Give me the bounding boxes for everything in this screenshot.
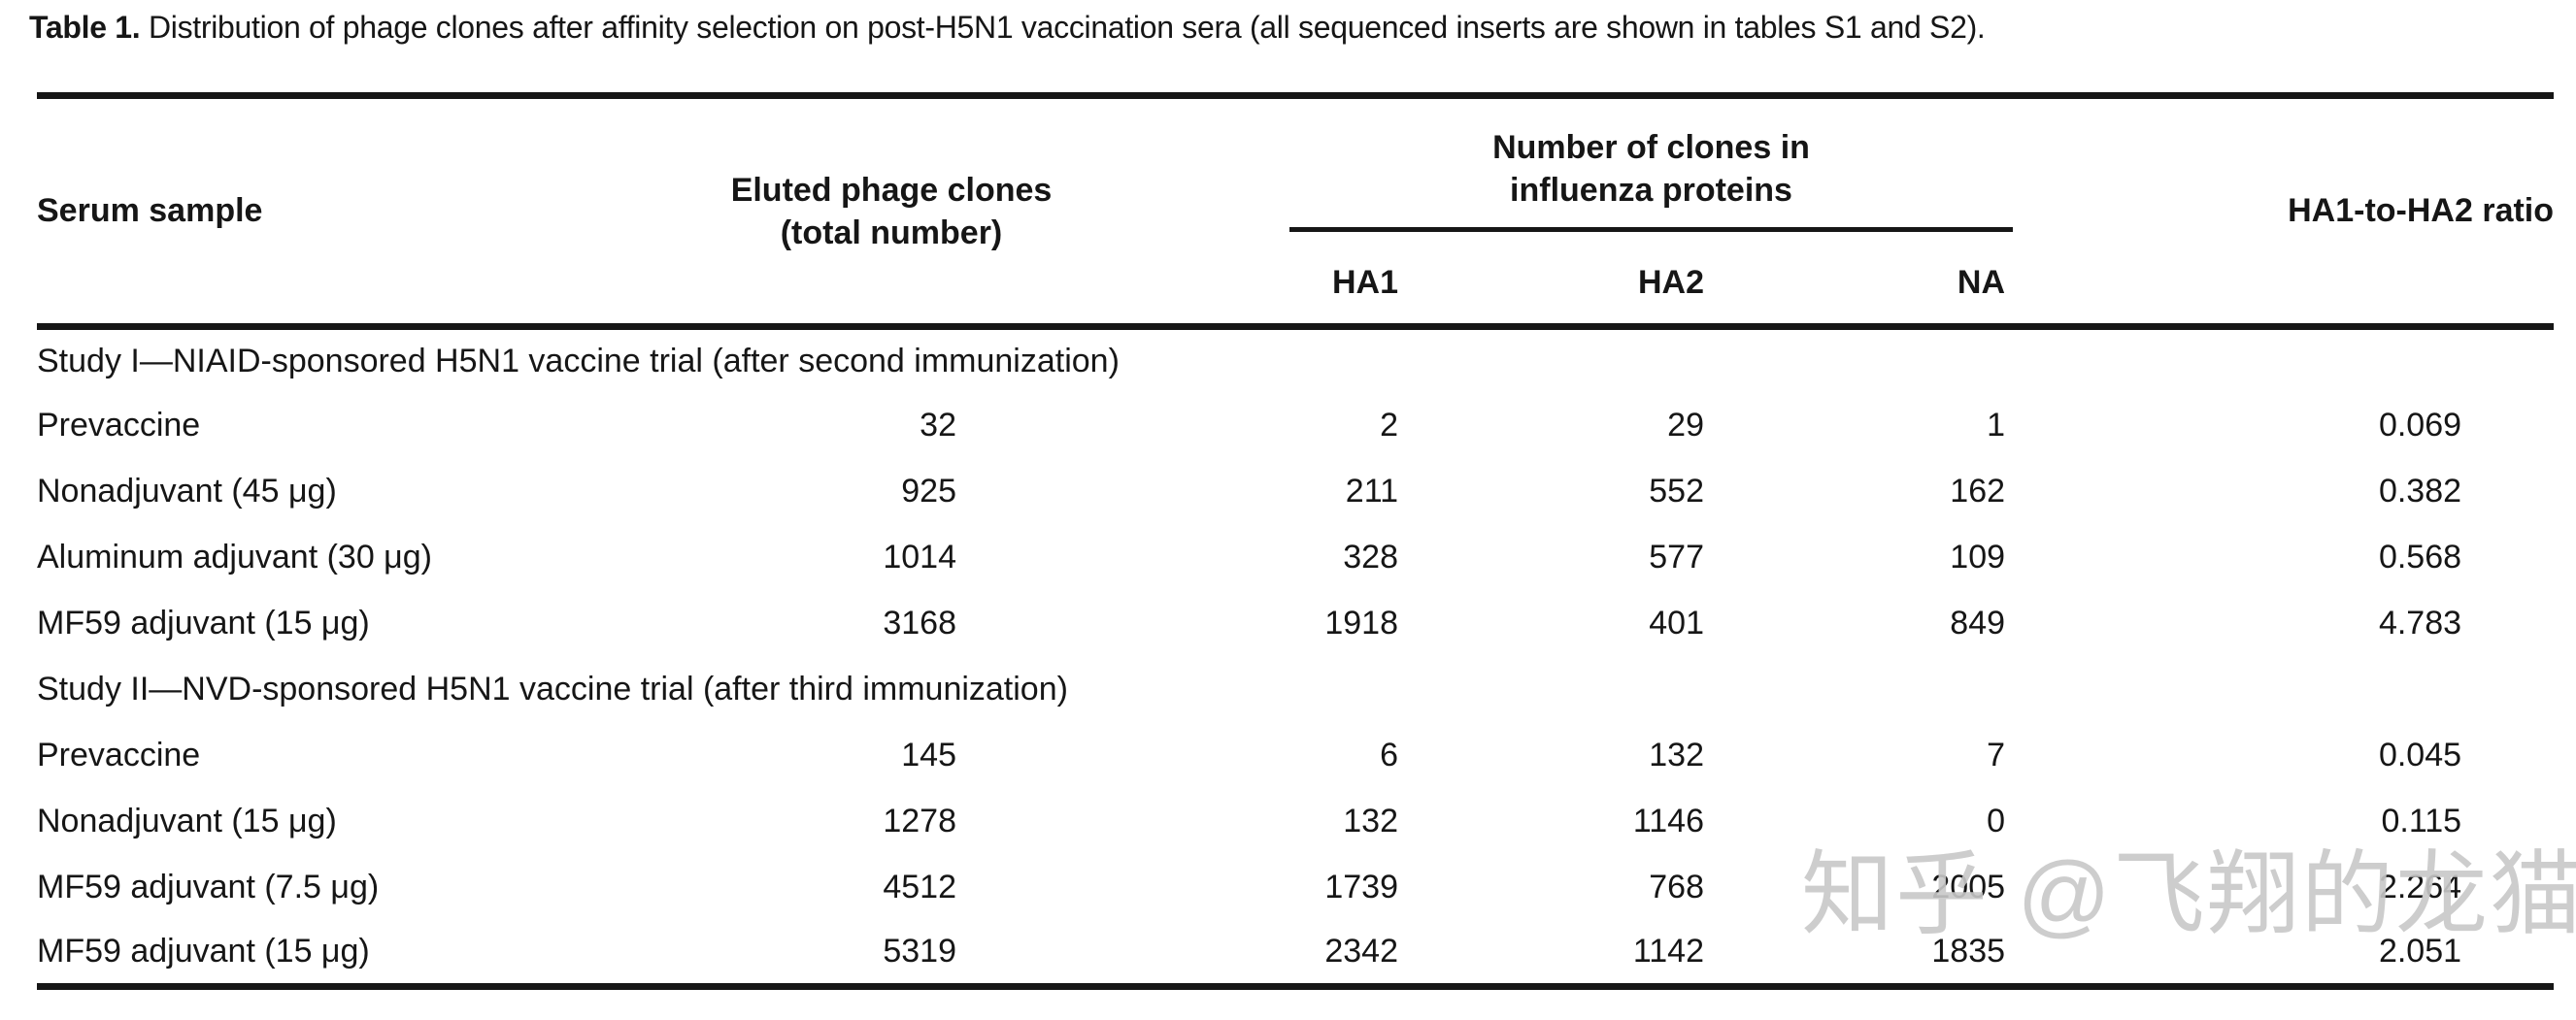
cell-sample: Aluminum adjuvant (30 μg) xyxy=(37,539,433,576)
col-header-eluted-phage-clones: Eluted phage clones (total number) xyxy=(678,95,1105,330)
cell-eluted: 5319 xyxy=(883,933,956,971)
cell-ha2: 29 xyxy=(1667,407,1704,444)
cell-na: 849 xyxy=(1950,605,2006,642)
cell-na: 109 xyxy=(1950,539,2006,576)
cell-ratio: 2.264 xyxy=(2378,869,2462,905)
table-caption: Table 1. Distribution of phage clones af… xyxy=(29,10,2554,46)
col-header-ha1-to-ha2-ratio: HA1-to-HA2 ratio xyxy=(2013,95,2555,330)
cell-eluted: 1014 xyxy=(883,539,956,576)
table-row: Prevaccine 145 6 132 7 0.045 xyxy=(37,723,2554,789)
cell-eluted: 925 xyxy=(901,473,956,510)
cell-na: 1835 xyxy=(1931,933,2006,971)
cell-sample: Prevaccine xyxy=(37,737,201,773)
table-row: MF59 adjuvant (7.5 μg) 4512 1739 768 200… xyxy=(37,855,2554,921)
col-group-header-line1: Number of clones in xyxy=(1492,129,1810,166)
table-caption-label: Table 1. xyxy=(29,10,141,45)
cell-sample: Prevaccine xyxy=(37,407,201,444)
col-header-eluted-line1: Eluted phage clones xyxy=(730,171,1053,209)
table-row: Nonadjuvant (45 μg) 925 211 552 162 0.38… xyxy=(37,459,2554,525)
table-row: Prevaccine 32 2 29 1 0.069 xyxy=(37,393,2554,459)
cell-na: 162 xyxy=(1950,473,2006,510)
col-header-ha2: HA2 xyxy=(1406,243,1712,330)
cell-ha2: 552 xyxy=(1649,473,1704,510)
table-row: Nonadjuvant (15 μg) 1278 132 1146 0 0.11… xyxy=(37,789,2554,855)
cell-sample: MF59 adjuvant (7.5 μg) xyxy=(37,869,380,905)
cell-na: 0 xyxy=(1987,803,2006,839)
cell-ha2: 1142 xyxy=(1632,933,1704,971)
cell-eluted: 145 xyxy=(901,737,956,773)
table-row: MF59 adjuvant (15 μg) 5319 2342 1142 183… xyxy=(37,921,2554,987)
table-caption-text: Distribution of phage clones after affin… xyxy=(148,10,1986,45)
cell-ratio: 4.783 xyxy=(2378,605,2462,642)
cell-na: 7 xyxy=(1987,737,2006,773)
section-header-study-2: Study II—NVD-sponsored H5N1 vaccine tria… xyxy=(37,671,1068,707)
col-header-serum-sample: Serum sample xyxy=(37,95,678,330)
cell-ratio: 0.115 xyxy=(2381,803,2462,839)
cell-ratio: 0.568 xyxy=(2378,539,2462,576)
section-header-row: Study II—NVD-sponsored H5N1 vaccine tria… xyxy=(37,657,2554,723)
cell-na: 1 xyxy=(1987,407,2006,444)
cell-ha2: 768 xyxy=(1649,869,1704,905)
col-header-ha1: HA1 xyxy=(1105,243,1406,330)
col-header-na: NA xyxy=(1712,243,2014,330)
col-group-header-line2: influenza proteins xyxy=(1510,172,1792,209)
cell-ratio: 2.051 xyxy=(2378,933,2462,971)
col-header-eluted-line2: (total number) xyxy=(780,214,1003,251)
col-group-header-clones-in-proteins: Number of clones in influenza proteins xyxy=(1105,96,2014,244)
cell-ha2: 1146 xyxy=(1632,803,1704,839)
cell-ha1: 328 xyxy=(1343,539,1398,576)
cell-ratio: 0.069 xyxy=(2378,407,2462,444)
cell-ratio: 0.382 xyxy=(2378,473,2462,510)
phage-clones-table: Serum sample Eluted phage clones (total … xyxy=(37,92,2555,990)
section-header-study-1: Study I—NIAID-sponsored H5N1 vaccine tri… xyxy=(37,342,1120,379)
cell-ratio: 0.045 xyxy=(2378,737,2462,773)
cell-sample: Nonadjuvant (45 μg) xyxy=(37,473,337,510)
table-row: Aluminum adjuvant (30 μg) 1014 328 577 1… xyxy=(37,525,2554,591)
cell-na: 2005 xyxy=(1931,869,2006,905)
cell-eluted: 4512 xyxy=(883,869,956,905)
cell-eluted: 3168 xyxy=(883,605,956,642)
cell-ha2: 132 xyxy=(1649,737,1704,773)
cell-ha1: 6 xyxy=(1380,737,1398,773)
cell-ha1: 1739 xyxy=(1324,869,1398,905)
cell-ha1: 2 xyxy=(1380,407,1398,444)
cell-ha1: 1918 xyxy=(1324,605,1398,642)
cell-ha2: 577 xyxy=(1649,539,1704,576)
cell-ha1: 132 xyxy=(1343,803,1398,839)
cell-ha1: 2342 xyxy=(1324,933,1398,971)
cell-sample: MF59 adjuvant (15 μg) xyxy=(37,933,370,971)
cell-ha2: 401 xyxy=(1649,605,1704,642)
cell-sample: MF59 adjuvant (15 μg) xyxy=(37,605,370,642)
section-header-row: Study I—NIAID-sponsored H5N1 vaccine tri… xyxy=(37,327,2554,393)
col-group-header-box: Number of clones in influenza proteins xyxy=(1289,126,2014,232)
cell-sample: Nonadjuvant (15 μg) xyxy=(37,803,337,839)
cell-eluted: 32 xyxy=(920,407,956,444)
cell-ha1: 211 xyxy=(1345,473,1398,510)
cell-eluted: 1278 xyxy=(883,803,956,839)
table-row: MF59 adjuvant (15 μg) 3168 1918 401 849 … xyxy=(37,591,2554,657)
